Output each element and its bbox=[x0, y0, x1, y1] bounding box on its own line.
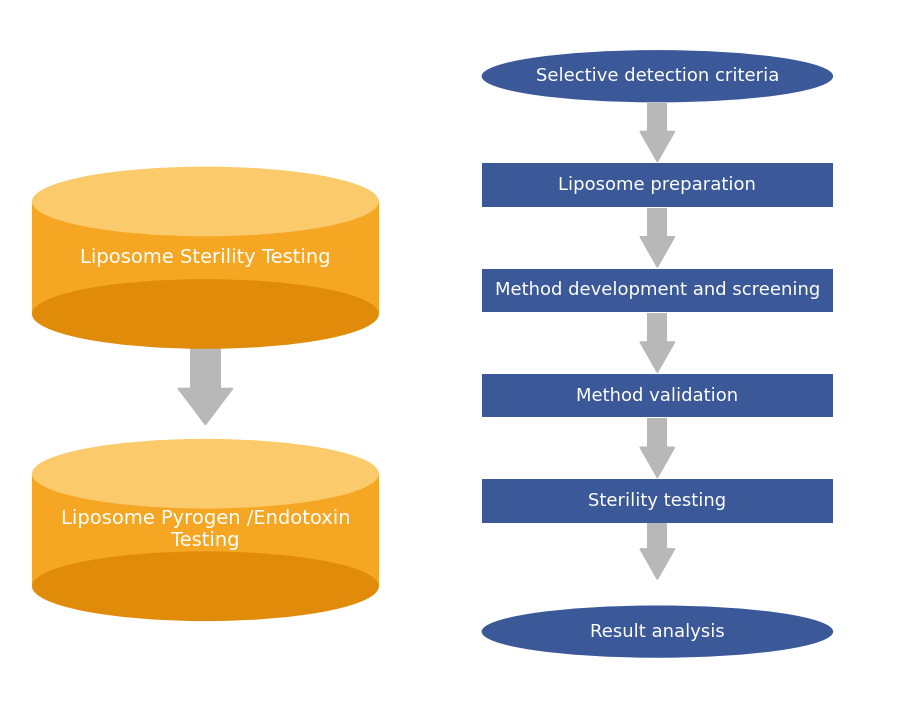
FancyBboxPatch shape bbox=[647, 418, 667, 447]
Ellipse shape bbox=[32, 167, 379, 237]
Text: Result analysis: Result analysis bbox=[590, 623, 725, 640]
Polygon shape bbox=[640, 342, 675, 372]
Text: Selective detection criteria: Selective detection criteria bbox=[536, 68, 779, 85]
Polygon shape bbox=[640, 237, 675, 267]
Ellipse shape bbox=[481, 50, 833, 102]
FancyBboxPatch shape bbox=[190, 323, 221, 388]
Polygon shape bbox=[640, 131, 675, 162]
FancyBboxPatch shape bbox=[32, 201, 379, 314]
FancyBboxPatch shape bbox=[647, 313, 667, 342]
Ellipse shape bbox=[32, 279, 379, 349]
Text: Method development and screening: Method development and screening bbox=[495, 282, 820, 299]
Ellipse shape bbox=[481, 605, 833, 658]
FancyBboxPatch shape bbox=[647, 208, 667, 237]
FancyBboxPatch shape bbox=[481, 479, 833, 523]
Polygon shape bbox=[640, 447, 675, 478]
Polygon shape bbox=[640, 549, 675, 579]
Text: Sterility testing: Sterility testing bbox=[588, 492, 727, 510]
FancyBboxPatch shape bbox=[647, 523, 667, 549]
Ellipse shape bbox=[32, 552, 379, 621]
FancyBboxPatch shape bbox=[481, 269, 833, 312]
Ellipse shape bbox=[32, 439, 379, 508]
FancyBboxPatch shape bbox=[481, 163, 833, 207]
Text: Method validation: Method validation bbox=[576, 387, 739, 404]
Text: Liposome Pyrogen /Endotoxin
Testing: Liposome Pyrogen /Endotoxin Testing bbox=[60, 510, 351, 550]
FancyBboxPatch shape bbox=[647, 103, 667, 131]
Text: Liposome Sterility Testing: Liposome Sterility Testing bbox=[80, 248, 331, 267]
FancyBboxPatch shape bbox=[481, 374, 833, 417]
Text: Liposome preparation: Liposome preparation bbox=[559, 176, 756, 194]
FancyBboxPatch shape bbox=[32, 473, 379, 587]
Polygon shape bbox=[178, 388, 233, 425]
